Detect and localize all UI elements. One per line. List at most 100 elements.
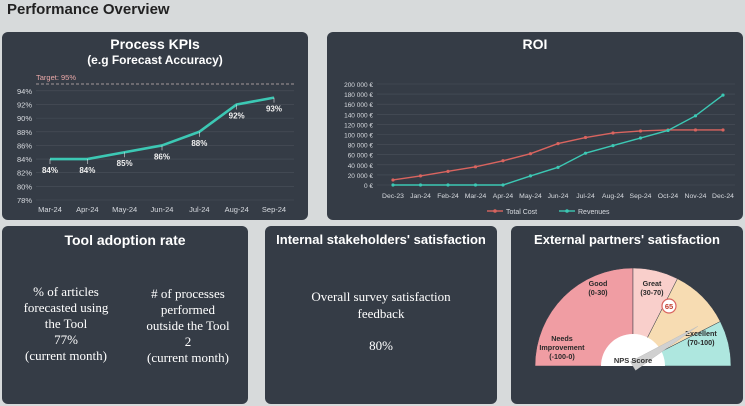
gauge-label: NPS Score (614, 356, 652, 365)
y-tick-label: 180 000 € (344, 92, 373, 99)
y-tick-label: 0 € (364, 183, 373, 190)
x-tick-label: Sep-24 (630, 193, 652, 200)
y-tick-label: 60 000 € (348, 153, 374, 160)
series-point (721, 128, 725, 132)
x-tick-label: May-24 (519, 193, 542, 200)
stat-line: performed (160, 302, 216, 317)
series-point (473, 165, 478, 169)
score-value: 65 (665, 302, 673, 311)
segment-label: Excellent (685, 329, 717, 338)
data-label: 86% (154, 152, 170, 161)
x-tick-label: Dec-23 (382, 193, 404, 200)
x-tick-label: Jan-24 (410, 193, 431, 200)
kpi-panel: Process KPIs (e.g Forecast Accuracy) 78%… (2, 32, 308, 220)
segment-label: Great (643, 279, 662, 288)
x-tick-label: Aug-24 (602, 193, 624, 200)
stat-line: forecasted using (23, 300, 109, 315)
y-tick-label: 90% (17, 114, 32, 123)
x-tick-label: May-24 (112, 205, 137, 214)
y-tick-label: 160 000 € (344, 102, 373, 109)
series-point (391, 183, 395, 187)
y-tick-label: 200 000 € (344, 82, 373, 89)
series-point (556, 141, 560, 146)
series-point (418, 183, 423, 187)
segment-range: (0-30) (588, 288, 608, 297)
score-badge (661, 298, 677, 314)
series-point (693, 128, 698, 132)
data-label: 84% (42, 166, 58, 175)
kpi-line-chart: 78% 80% 82% 84% 86% 88% 90% 92% 94% Target: 95% Ma… (17, 73, 294, 214)
y-tick-label: 94% (17, 87, 32, 96)
data-label: 93% (266, 105, 282, 114)
stat-value: 80% (369, 338, 393, 353)
segment-label: Good (589, 279, 608, 288)
series-point (391, 178, 395, 182)
y-tick-label: 100 000 € (344, 133, 373, 140)
x-tick-label: Jul-24 (189, 205, 209, 214)
data-label: 92% (229, 111, 245, 120)
stat-value: 2 (184, 334, 192, 349)
roi-line-chart: 0 € 20 000 € 40 000 € 60 000 € 80 000 € 100 0… (344, 82, 735, 216)
target-label: Target: 95% (36, 73, 76, 82)
x-tick-label: Jul-24 (576, 193, 595, 200)
nps-gauge: NeedsImprovement(-100-0)Good(0-30)Great(… (534, 267, 732, 371)
internal-satisfaction-title: Internal stakeholders' satisfaction (276, 232, 486, 247)
data-label: 84% (79, 166, 95, 175)
kpi-subtitle: (e.g Forecast Accuracy) (87, 53, 223, 67)
y-tick-label: 120 000 € (344, 122, 373, 129)
x-tick-label: Mar-24 (465, 193, 487, 200)
x-tick-label: Mar-24 (38, 205, 62, 214)
stat-line: % of articles (33, 284, 99, 299)
series-point (721, 93, 725, 97)
legend-label: Revenues (578, 209, 610, 216)
x-tick-label: Dec-24 (712, 193, 734, 200)
y-tick-label: 82% (17, 169, 32, 178)
legend-label: Total Cost (506, 209, 537, 216)
x-tick-label: Aug-24 (225, 205, 249, 214)
y-tick-label: 84% (17, 155, 32, 164)
series-point (638, 136, 643, 140)
series-point (693, 114, 698, 118)
series-point (611, 131, 615, 135)
y-tick-label: 80% (17, 182, 32, 191)
series-point (446, 183, 450, 187)
series-point (583, 135, 588, 140)
stat-line: Overall survey satisfaction (311, 289, 451, 304)
roi-panel: ROI 0 € 20 000 € 40 000 € 60 000 € 80 000 € 1… (327, 32, 743, 220)
page-title: Performance Overview (7, 1, 170, 18)
series-point (501, 159, 505, 163)
series-point (473, 183, 478, 187)
gauge-needle (630, 326, 698, 371)
y-tick-label: 78% (17, 196, 32, 205)
stat-line: (current month) (25, 348, 107, 363)
stat-line: outside the Tool (146, 318, 230, 333)
series-point (666, 128, 670, 133)
y-tick-label: 140 000 € (344, 112, 373, 119)
series-line (393, 94, 724, 186)
external-satisfaction-title: External partners' satisfaction (534, 232, 720, 247)
series-point (528, 152, 533, 156)
y-tick-label: 80 000 € (348, 143, 374, 150)
series-point (611, 144, 615, 148)
series-point (446, 169, 450, 173)
x-tick-label: Nov-24 (685, 193, 707, 200)
y-tick-label: 92% (17, 100, 32, 109)
kpi-title: Process KPIs (110, 36, 200, 52)
y-tick-label: 88% (17, 128, 32, 137)
processes-outside-stat: # of processes performed outside the Too… (130, 286, 246, 366)
series-point (556, 165, 560, 169)
x-tick-label: Feb-24 (437, 193, 459, 200)
stat-line: (current month) (147, 350, 229, 365)
segment-label: Improvement (539, 343, 585, 352)
stat-value: 77% (54, 332, 78, 347)
tool-adoption-panel: Tool adoption rate % of articles forecas… (2, 226, 248, 404)
series-point (501, 183, 505, 187)
series-point (583, 151, 588, 155)
data-label: 88% (191, 139, 207, 148)
segment-range: (30-70) (640, 288, 664, 297)
x-tick-label: Oct-24 (658, 193, 679, 200)
legend-marker (565, 209, 569, 213)
survey-feedback-stat: Overall survey satisfaction feedback 80% (265, 288, 497, 354)
series-point (528, 174, 533, 178)
y-tick-label: 40 000 € (348, 163, 374, 170)
